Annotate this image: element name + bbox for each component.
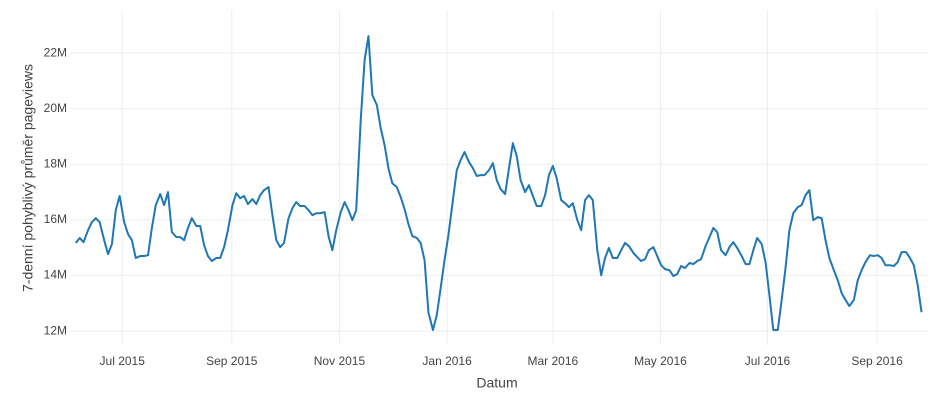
y-tick-label: 12M [44,323,67,337]
y-tick-label: 20M [44,101,67,115]
y-tick-label: 16M [44,212,67,226]
x-tick-label: Nov 2015 [314,354,366,368]
x-tick-label: Sep 2015 [206,354,258,368]
data-line [75,35,923,331]
x-axis-title: Datum [476,375,517,391]
y-axis-title: 7-denní pohyblivý průměr pageviews [20,64,36,292]
x-tick-label: Jul 2016 [745,354,791,368]
y-tick-label: 22M [44,45,67,59]
x-tick-label: Sep 2016 [851,354,903,368]
x-tick-label: Jul 2015 [100,354,146,368]
y-tick-label: 14M [44,268,67,282]
y-tick-label: 18M [44,156,67,170]
x-tick-label: Mar 2016 [527,354,578,368]
x-tick-label: May 2016 [634,354,687,368]
x-tick-label: Jan 2016 [422,354,472,368]
